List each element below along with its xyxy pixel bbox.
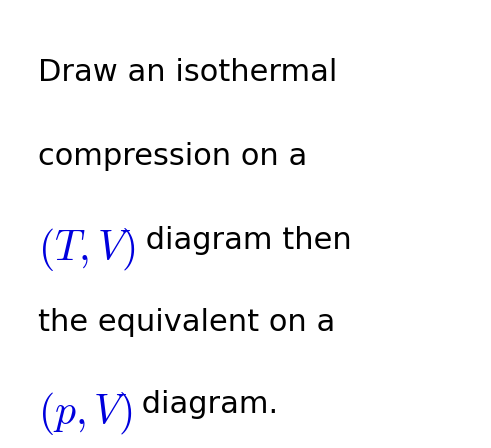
Text: $(T, V)$: $(T, V)$	[38, 226, 136, 273]
Text: compression on a: compression on a	[38, 142, 307, 171]
Text: $(p, V)$: $(p, V)$	[38, 390, 133, 437]
Text: Draw an isothermal: Draw an isothermal	[38, 58, 337, 87]
Text: diagram.: diagram.	[133, 390, 278, 419]
Text: diagram then: diagram then	[136, 226, 352, 255]
Text: the equivalent on a: the equivalent on a	[38, 308, 335, 337]
